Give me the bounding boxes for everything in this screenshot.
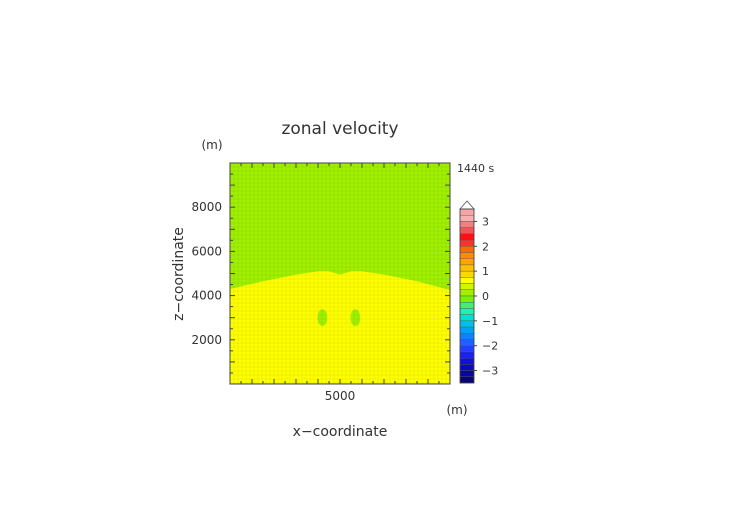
colorbar-tick-label: 2 — [482, 240, 489, 253]
colorbar-level — [459, 233, 475, 241]
y-axis-label: z−coordinate — [171, 227, 187, 321]
colorbar-level — [459, 239, 475, 247]
colorbar-level — [459, 289, 475, 297]
colorbar-level — [459, 364, 475, 371]
colorbar-level — [459, 320, 475, 328]
x-axis-label: x−coordinate — [293, 424, 388, 440]
colorbar-level — [459, 215, 475, 222]
region-blob-left — [317, 309, 328, 327]
colorbar-level — [459, 376, 475, 384]
colorbar-level — [459, 283, 475, 290]
colorbar-tick-label: 0 — [482, 290, 489, 303]
colorbar-level — [459, 370, 475, 377]
colorbar-tick-label: 1 — [482, 265, 489, 278]
y-tick-label: 6000 — [191, 244, 222, 258]
colorbar-tick-label: −1 — [482, 315, 498, 328]
tick-marks — [229, 162, 451, 385]
colorbar-level — [459, 221, 475, 228]
colorbar-level — [459, 264, 475, 272]
axis-ticks: 2000 4000 6000 8000 5000 — [191, 162, 451, 403]
colorbar-extend-arrow — [459, 200, 475, 210]
colorbar-level — [459, 252, 475, 259]
colorbar-level — [459, 345, 475, 353]
colorbar-level — [459, 277, 475, 284]
colorbar-tick-label: 3 — [482, 215, 489, 228]
colorbar-level — [459, 357, 475, 365]
colorbar-level — [459, 258, 475, 266]
y-tick-label: 8000 — [191, 200, 222, 214]
colorbar-ticks — [474, 220, 477, 372]
colorbar-level — [459, 208, 475, 216]
colorbar-tick-label: −2 — [482, 340, 498, 353]
colorbar-level — [459, 308, 475, 315]
colorbar-level — [459, 339, 475, 346]
colorbar-level — [459, 227, 475, 235]
y-tick-label: 2000 — [191, 333, 222, 347]
cell-grid — [229, 162, 451, 384]
colorbar: 3 2 1 0 −1 −2 −3 — [459, 200, 498, 384]
colorbar-level — [459, 270, 475, 278]
x-tick-label: 5000 — [325, 389, 356, 403]
colorbar-level — [459, 302, 475, 309]
chart-title: zonal velocity — [281, 119, 398, 139]
colorbar-level — [459, 351, 475, 359]
colorbar-level — [459, 246, 475, 253]
time-label: 1440 s — [457, 162, 494, 175]
colorbar-level — [459, 326, 475, 334]
plot-area — [229, 162, 451, 385]
colorbar-tick-label: −3 — [482, 365, 498, 378]
region-blob-right — [350, 309, 361, 327]
colorbar-level — [459, 295, 475, 303]
y-unit-label: (m) — [201, 138, 222, 152]
y-tick-label: 4000 — [191, 289, 222, 303]
x-unit-label: (m) — [446, 403, 467, 417]
region-lower — [230, 271, 450, 384]
colorbar-level — [459, 333, 475, 340]
colorbar-level — [459, 314, 475, 322]
